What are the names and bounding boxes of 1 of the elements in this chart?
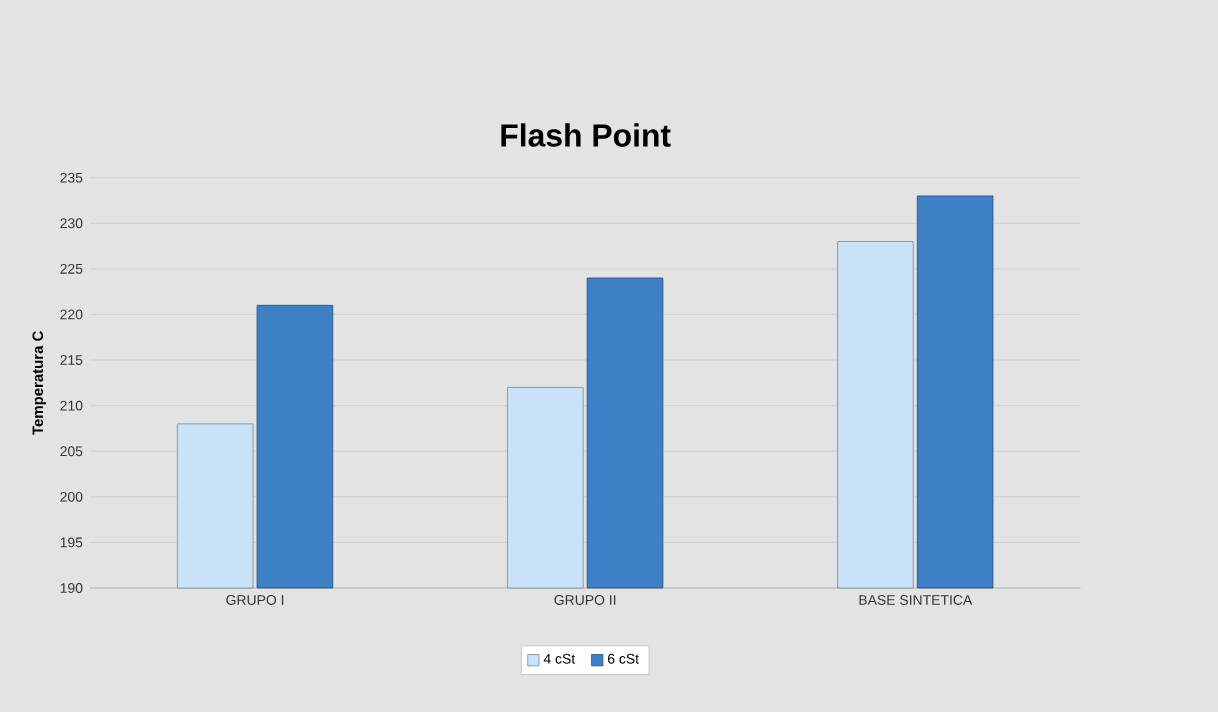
chart-title: Flash Point: [501, 123, 671, 147]
